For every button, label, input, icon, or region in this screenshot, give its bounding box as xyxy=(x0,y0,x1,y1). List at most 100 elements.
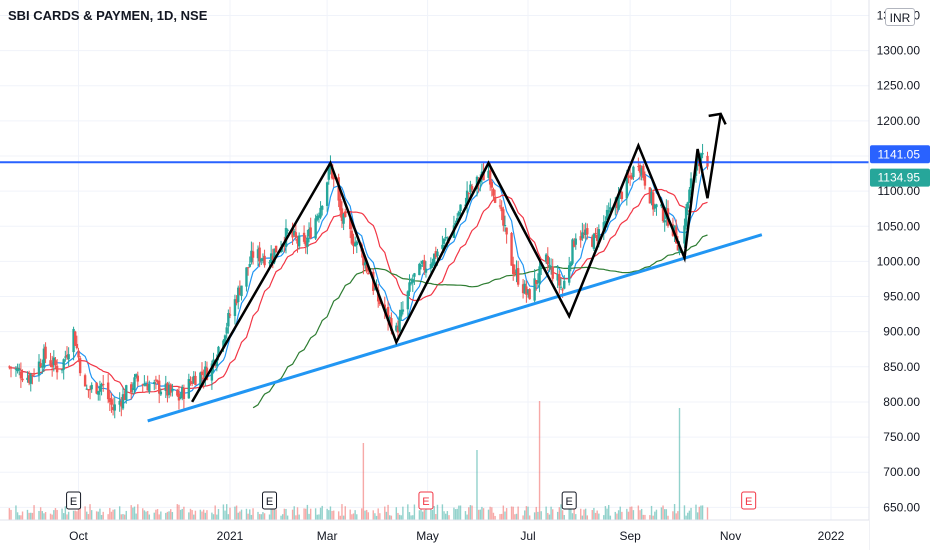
candle-body xyxy=(32,373,36,375)
volume-bar xyxy=(178,504,180,520)
volume-bar xyxy=(675,513,677,520)
candle-body xyxy=(467,193,470,195)
candle-body xyxy=(432,253,436,265)
volume-bar xyxy=(211,512,213,520)
volume-bar xyxy=(550,506,552,520)
candle-body xyxy=(401,309,405,312)
volume-bar xyxy=(87,514,90,520)
candle-body xyxy=(237,287,240,303)
candle-body xyxy=(492,189,495,196)
volume-bar xyxy=(504,511,506,520)
candle-body xyxy=(373,288,377,290)
volume-bar xyxy=(408,512,411,520)
volume-bar xyxy=(56,509,58,520)
volume-bar xyxy=(563,515,565,520)
volume-bar xyxy=(500,513,503,520)
volume-bar xyxy=(583,509,585,520)
volume-bar xyxy=(476,450,478,520)
volume-bar xyxy=(594,512,597,520)
candle-body xyxy=(398,316,401,332)
volume-bar xyxy=(522,515,524,520)
volume-bar xyxy=(655,509,658,520)
candle-body xyxy=(569,262,573,267)
y-tick-label: 1250.00 xyxy=(877,79,921,93)
volume-bar xyxy=(425,509,427,520)
candle-body xyxy=(538,266,541,284)
volume-bar xyxy=(191,510,193,520)
volume-bar xyxy=(568,505,570,520)
candle-body xyxy=(21,378,24,381)
candle-body xyxy=(74,331,77,346)
candle-body xyxy=(459,204,462,211)
volume-bar xyxy=(216,514,218,520)
candle-body xyxy=(515,269,518,273)
volume-bar xyxy=(609,515,612,520)
candle-body xyxy=(118,400,121,405)
candle-body xyxy=(388,317,391,319)
volume-bar xyxy=(525,506,528,520)
volume-bar xyxy=(604,506,607,520)
volume-bar xyxy=(39,507,42,520)
volume-bar xyxy=(43,513,45,520)
candle-body xyxy=(29,374,32,384)
volume-bar xyxy=(499,514,501,520)
volume-bar xyxy=(260,514,262,520)
candle-body xyxy=(446,237,449,239)
candle-body xyxy=(302,232,306,242)
candle-body xyxy=(413,273,416,277)
candle-body xyxy=(189,381,192,383)
volume-bar xyxy=(156,509,159,520)
candle-body xyxy=(424,268,428,273)
candle-body xyxy=(205,367,209,380)
candle-body xyxy=(684,207,688,227)
volume-bar xyxy=(165,512,167,520)
earnings-marker-box xyxy=(561,491,577,510)
candle-body xyxy=(19,371,23,379)
candle-body xyxy=(421,260,424,264)
volume-bar xyxy=(295,515,297,520)
candle-body xyxy=(181,387,184,398)
volume-bar xyxy=(143,510,146,520)
volume-bar xyxy=(331,510,333,520)
moving-averages xyxy=(9,165,708,409)
candle-body xyxy=(131,388,135,390)
volume-bar xyxy=(402,506,404,520)
candle-body xyxy=(27,375,31,383)
volume-bar xyxy=(66,514,68,520)
candle-body xyxy=(296,238,299,244)
volume-bar xyxy=(537,511,539,520)
price-label-box xyxy=(870,145,930,164)
volume-bar xyxy=(214,505,216,520)
volume-bar xyxy=(201,511,203,520)
candle-body xyxy=(41,366,44,368)
volume-bar xyxy=(239,511,241,520)
volume-bar xyxy=(168,511,170,520)
volume-bar xyxy=(471,505,473,520)
y-tick-label: 950.00 xyxy=(883,290,920,304)
volume-bar xyxy=(212,514,215,520)
volume-bar xyxy=(344,506,346,520)
currency-label[interactable]: INR xyxy=(885,8,915,26)
candle-body xyxy=(350,230,354,244)
candle-body xyxy=(304,240,307,246)
volume-bar xyxy=(629,506,631,520)
volume-bar xyxy=(122,514,124,520)
volume-bar xyxy=(491,507,493,520)
candle-body xyxy=(558,273,561,286)
candle-body xyxy=(187,379,191,399)
volume-bar xyxy=(133,506,136,520)
candle-body xyxy=(418,263,421,276)
volume-bar xyxy=(593,507,595,520)
volume-bar xyxy=(510,506,513,520)
volume-bar xyxy=(26,509,29,520)
volume-bar xyxy=(468,507,470,520)
candle-body xyxy=(248,264,251,267)
candle-body xyxy=(190,382,194,385)
candle-body xyxy=(144,385,148,387)
volume-bar xyxy=(379,513,381,520)
candle-body xyxy=(291,228,294,238)
volume-bar xyxy=(540,511,542,520)
volume-bar xyxy=(606,508,608,520)
